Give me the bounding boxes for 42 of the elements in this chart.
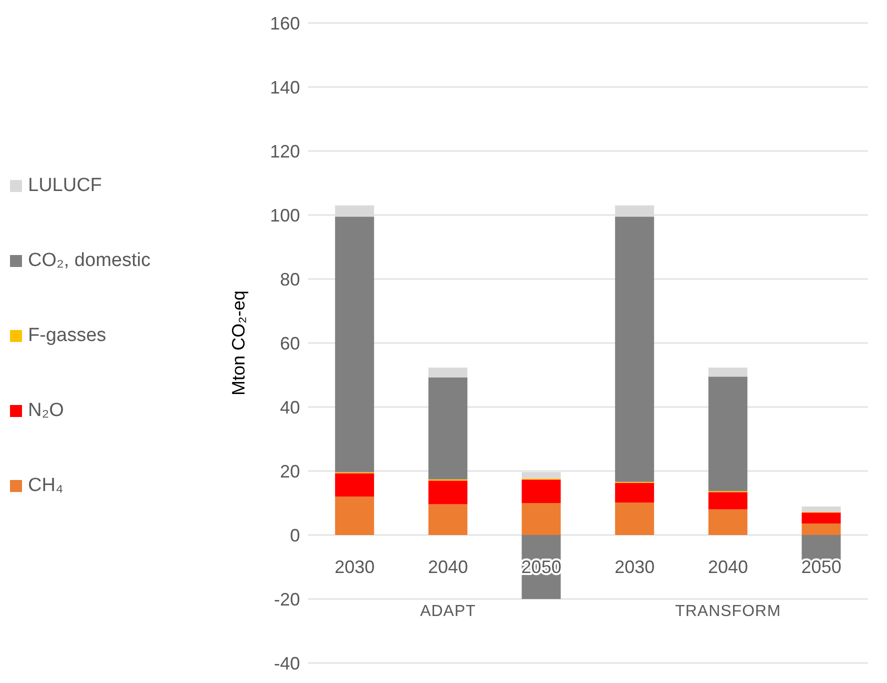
x-tick-label: 2030 xyxy=(334,557,375,577)
bar xyxy=(708,368,748,377)
bar xyxy=(802,512,841,524)
bar xyxy=(335,496,374,535)
bar xyxy=(615,216,654,482)
y-axis-title: Mton CO₂-eq xyxy=(228,290,248,396)
bar xyxy=(522,480,561,503)
bar xyxy=(615,482,654,503)
y-tick-label: 120 xyxy=(270,141,300,162)
annotation: TRANSFORM xyxy=(674,603,782,621)
y-tick-label: 20 xyxy=(280,461,300,482)
y-tick-label: 60 xyxy=(280,333,300,354)
y-tick-label: -20 xyxy=(274,589,300,610)
bar xyxy=(428,504,468,535)
legend-label: CO₂, domestic xyxy=(28,250,150,272)
y-tick-label: 0 xyxy=(290,525,300,546)
bar xyxy=(522,503,561,535)
x-tick-label: 2030 xyxy=(614,557,655,577)
x-tick-label: 2040 xyxy=(708,557,748,577)
bar xyxy=(708,492,748,510)
y-tick-label: 160 xyxy=(270,13,300,34)
bar xyxy=(335,216,374,472)
bar xyxy=(802,506,841,512)
legend-label: N₂O xyxy=(28,400,64,422)
legend-label: LULUCF xyxy=(28,174,102,196)
x-tick-label: 2040 xyxy=(428,557,468,577)
bar xyxy=(708,376,748,492)
legend-label: CH₄ xyxy=(28,474,64,496)
bar xyxy=(428,368,468,378)
bar xyxy=(428,480,468,504)
y-tick-label: 100 xyxy=(270,205,300,226)
bar xyxy=(335,473,374,497)
legend-label: F-gasses xyxy=(28,324,106,346)
y-tick-label: 80 xyxy=(280,269,300,290)
y-tick-label: 140 xyxy=(270,77,300,98)
bar xyxy=(428,378,468,480)
bar xyxy=(615,502,654,535)
bar xyxy=(802,523,841,535)
bar xyxy=(708,509,748,535)
y-tick-label: -40 xyxy=(274,653,300,674)
y-tick-label: 40 xyxy=(280,397,300,418)
annotation: ADAPT xyxy=(419,603,477,621)
